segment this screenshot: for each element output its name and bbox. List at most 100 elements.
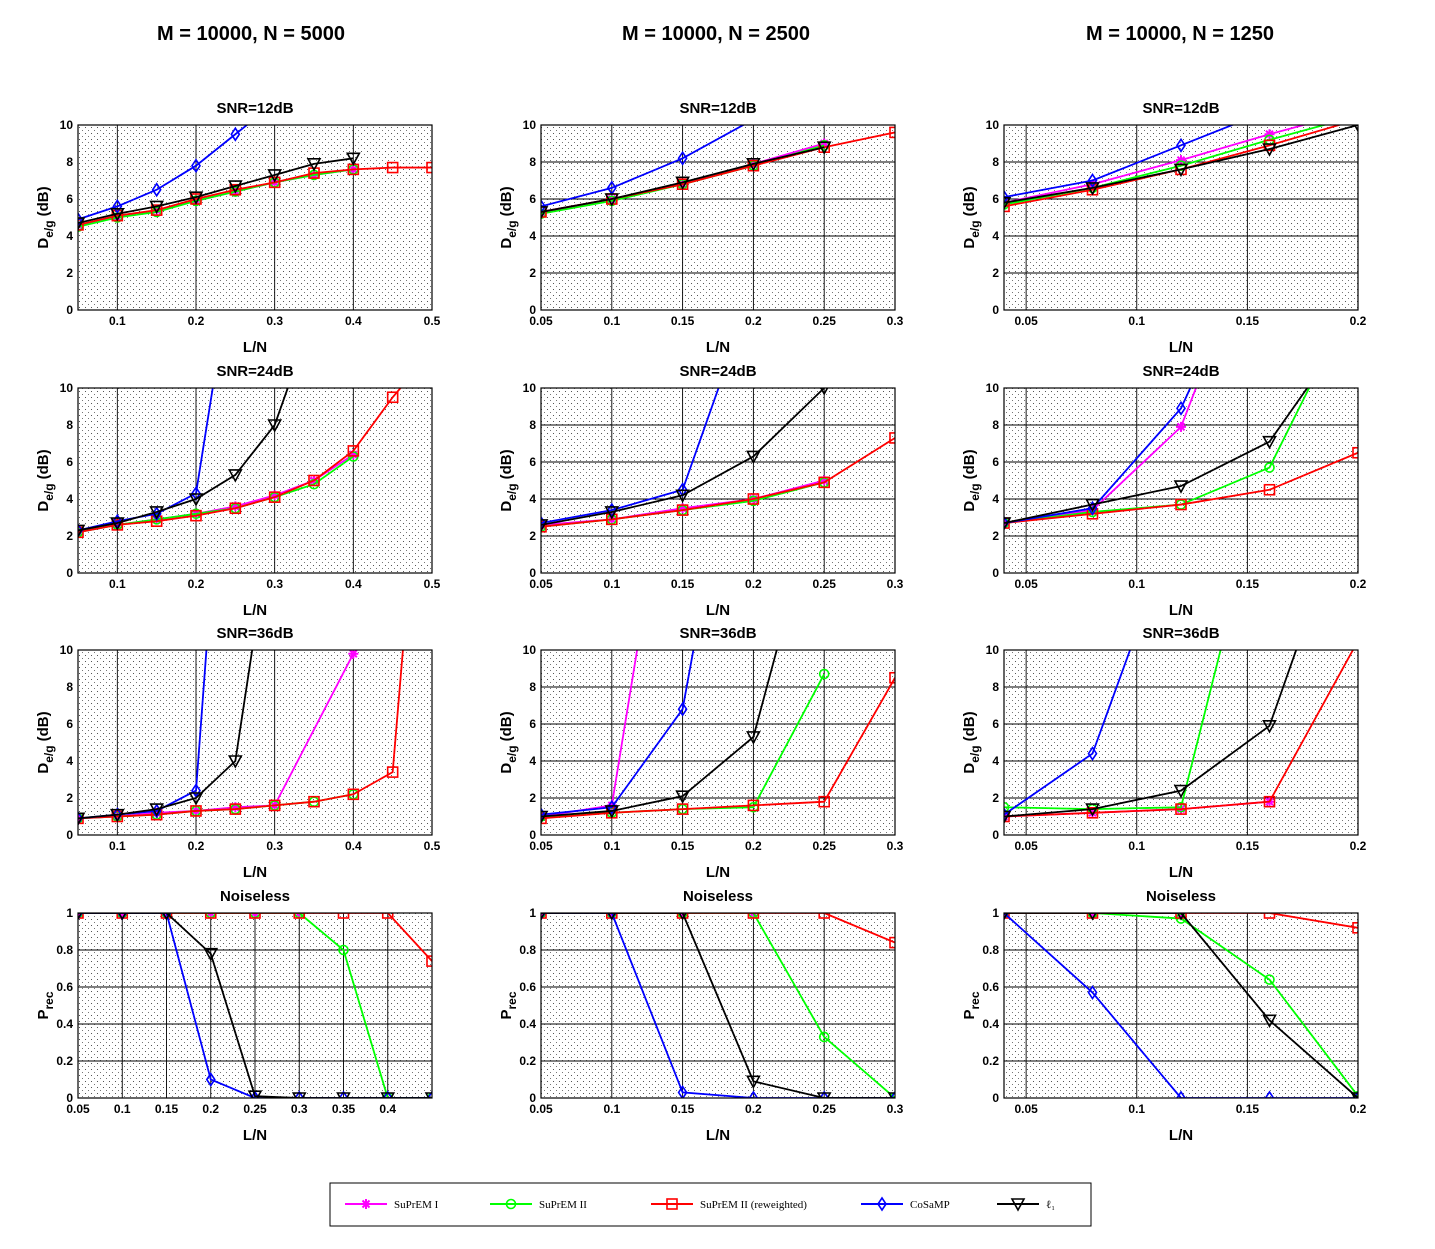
point-cosamp [151,182,162,198]
point-l1 [109,208,125,222]
x-tick-label: 0.5 [424,577,441,591]
point-suprem-ii-reweighted [676,803,689,815]
plot-area [541,650,895,835]
point-cosamp [338,1090,349,1098]
line-suprem-ii-reweighted [1004,650,1354,818]
y-tick-label: 10 [523,381,537,395]
x-tick-label: 0.1 [603,314,620,328]
line-suprem-ii-reweighted [1004,913,1358,929]
point-suprem-ii-reweighted [676,504,689,516]
y-tick-label: 8 [992,680,999,694]
point-l1 [675,790,690,804]
line-suprem-ii [1004,650,1222,811]
y-tick-label: 0 [66,1091,73,1105]
subplot-4-2: 0.05 0.1 0.15 0.2 0.25 0.3 0 0.2 0.4 0.6 0.8 1 Noise… [498,888,904,1144]
point-cosamp [1176,1090,1186,1098]
point-l1 [816,1092,832,1098]
line-l1 [541,650,778,818]
y-tick-label: 0 [992,828,999,842]
y-tick-label: 1 [66,906,73,920]
point-cosamp [748,1090,759,1098]
point-suprem-ii-reweighted [308,167,320,179]
point-l1 [604,193,620,207]
line-l1 [78,650,254,820]
series-suprem-ii-reweighted [78,388,402,539]
y-tick-label: 6 [66,455,73,469]
legend-marker [361,1199,371,1209]
subplot-4-1: 0.05 0.1 0.15 0.2 0.25 0.3 0.35 0.4 0 0.2 0.4 0.6 0.… [35,888,433,1144]
plot-area [1004,913,1358,1098]
point-l1 [604,805,620,819]
x-axis-label: L/N [1169,1127,1193,1144]
y-tick-label: 1 [529,906,536,920]
point-suprem-ii-reweighted [747,493,760,505]
line-l1 [1004,125,1358,204]
point-cosamp [890,1090,895,1098]
x-tick-label: 0.4 [345,577,362,591]
point-suprem-ii [338,944,349,956]
series-l1 [1004,650,1298,825]
y-tick-label: 0 [66,566,73,580]
x-tick-label: 0.2 [188,839,205,853]
series-cosamp [1004,125,1235,205]
subplot-title: SNR=36dB [216,625,293,642]
y-tick-label: 0.8 [519,943,536,957]
point-l1 [746,450,761,465]
x-tick-label: 0.1 [109,577,126,591]
x-tick-label: 0.3 [266,314,283,328]
point-l1 [1085,182,1100,196]
subplot-3-1: 0.1 0.2 0.3 0.4 0.5 0 2 4 6 8 10 SNR=36dB L/N De/g(dB… [35,625,441,881]
x-tick-label: 0.15 [671,839,695,853]
point-l1 [109,517,125,531]
y-tick-label: 0.2 [56,1054,73,1068]
point-cosamp [1004,515,1009,531]
y-tick-label: 0 [66,828,73,842]
x-tick-label: 0.15 [1236,839,1260,853]
point-suprem-ii-reweighted [1263,913,1276,919]
x-tick-label: 0.25 [813,314,837,328]
line-l1 [1004,388,1309,524]
legend-label: SuPrEM II (reweighted) [700,1199,807,1211]
y-tick-label: 0 [992,566,999,580]
legend-marker [877,1196,887,1212]
point-l1 [267,169,283,183]
axes-frame [1003,124,1359,311]
series-l1 [541,141,832,220]
x-tick-label: 0.1 [603,839,620,853]
subplot-title: Noiseless [220,888,290,905]
point-l1 [247,1090,263,1098]
point-l1 [188,792,204,806]
point-l1 [78,217,86,231]
series-l1 [78,388,289,539]
point-suprem-ii [818,668,830,680]
y-tick-label: 4 [992,492,999,506]
point-l1 [149,803,165,817]
point-suprem-ii-reweighted [889,432,895,444]
y-tick-label: 0 [529,566,536,580]
series-cosamp [1004,650,1132,823]
point-suprem-ii [1004,801,1010,813]
point-cosamp [382,1090,393,1098]
y-tick-label: 6 [992,192,999,206]
point-l1 [1173,784,1189,799]
y-tick-label: 6 [529,717,536,731]
point-suprem-ii-reweighted [293,913,306,919]
series-group [78,388,402,539]
y-tick-label: 10 [60,643,74,657]
point-suprem-i [1264,129,1275,140]
x-tick-label: 0.1 [1128,314,1145,328]
x-axis-label: L/N [1169,602,1193,619]
axes-frame [540,912,896,1099]
point-suprem-ii-reweighted [1263,795,1276,808]
point-l1 [1262,1014,1277,1028]
x-tick-label: 0.15 [1236,577,1260,591]
line-l1 [541,388,826,526]
x-tick-label: 0.15 [671,1102,695,1116]
y-tick-label: 6 [529,455,536,469]
line-l1 [541,913,895,1098]
point-suprem-ii-reweighted [747,913,760,919]
x-tick-label: 0.4 [345,314,362,328]
line-suprem-i [1004,388,1197,524]
series-l1 [78,152,361,231]
y-tick-label: 4 [529,229,536,243]
